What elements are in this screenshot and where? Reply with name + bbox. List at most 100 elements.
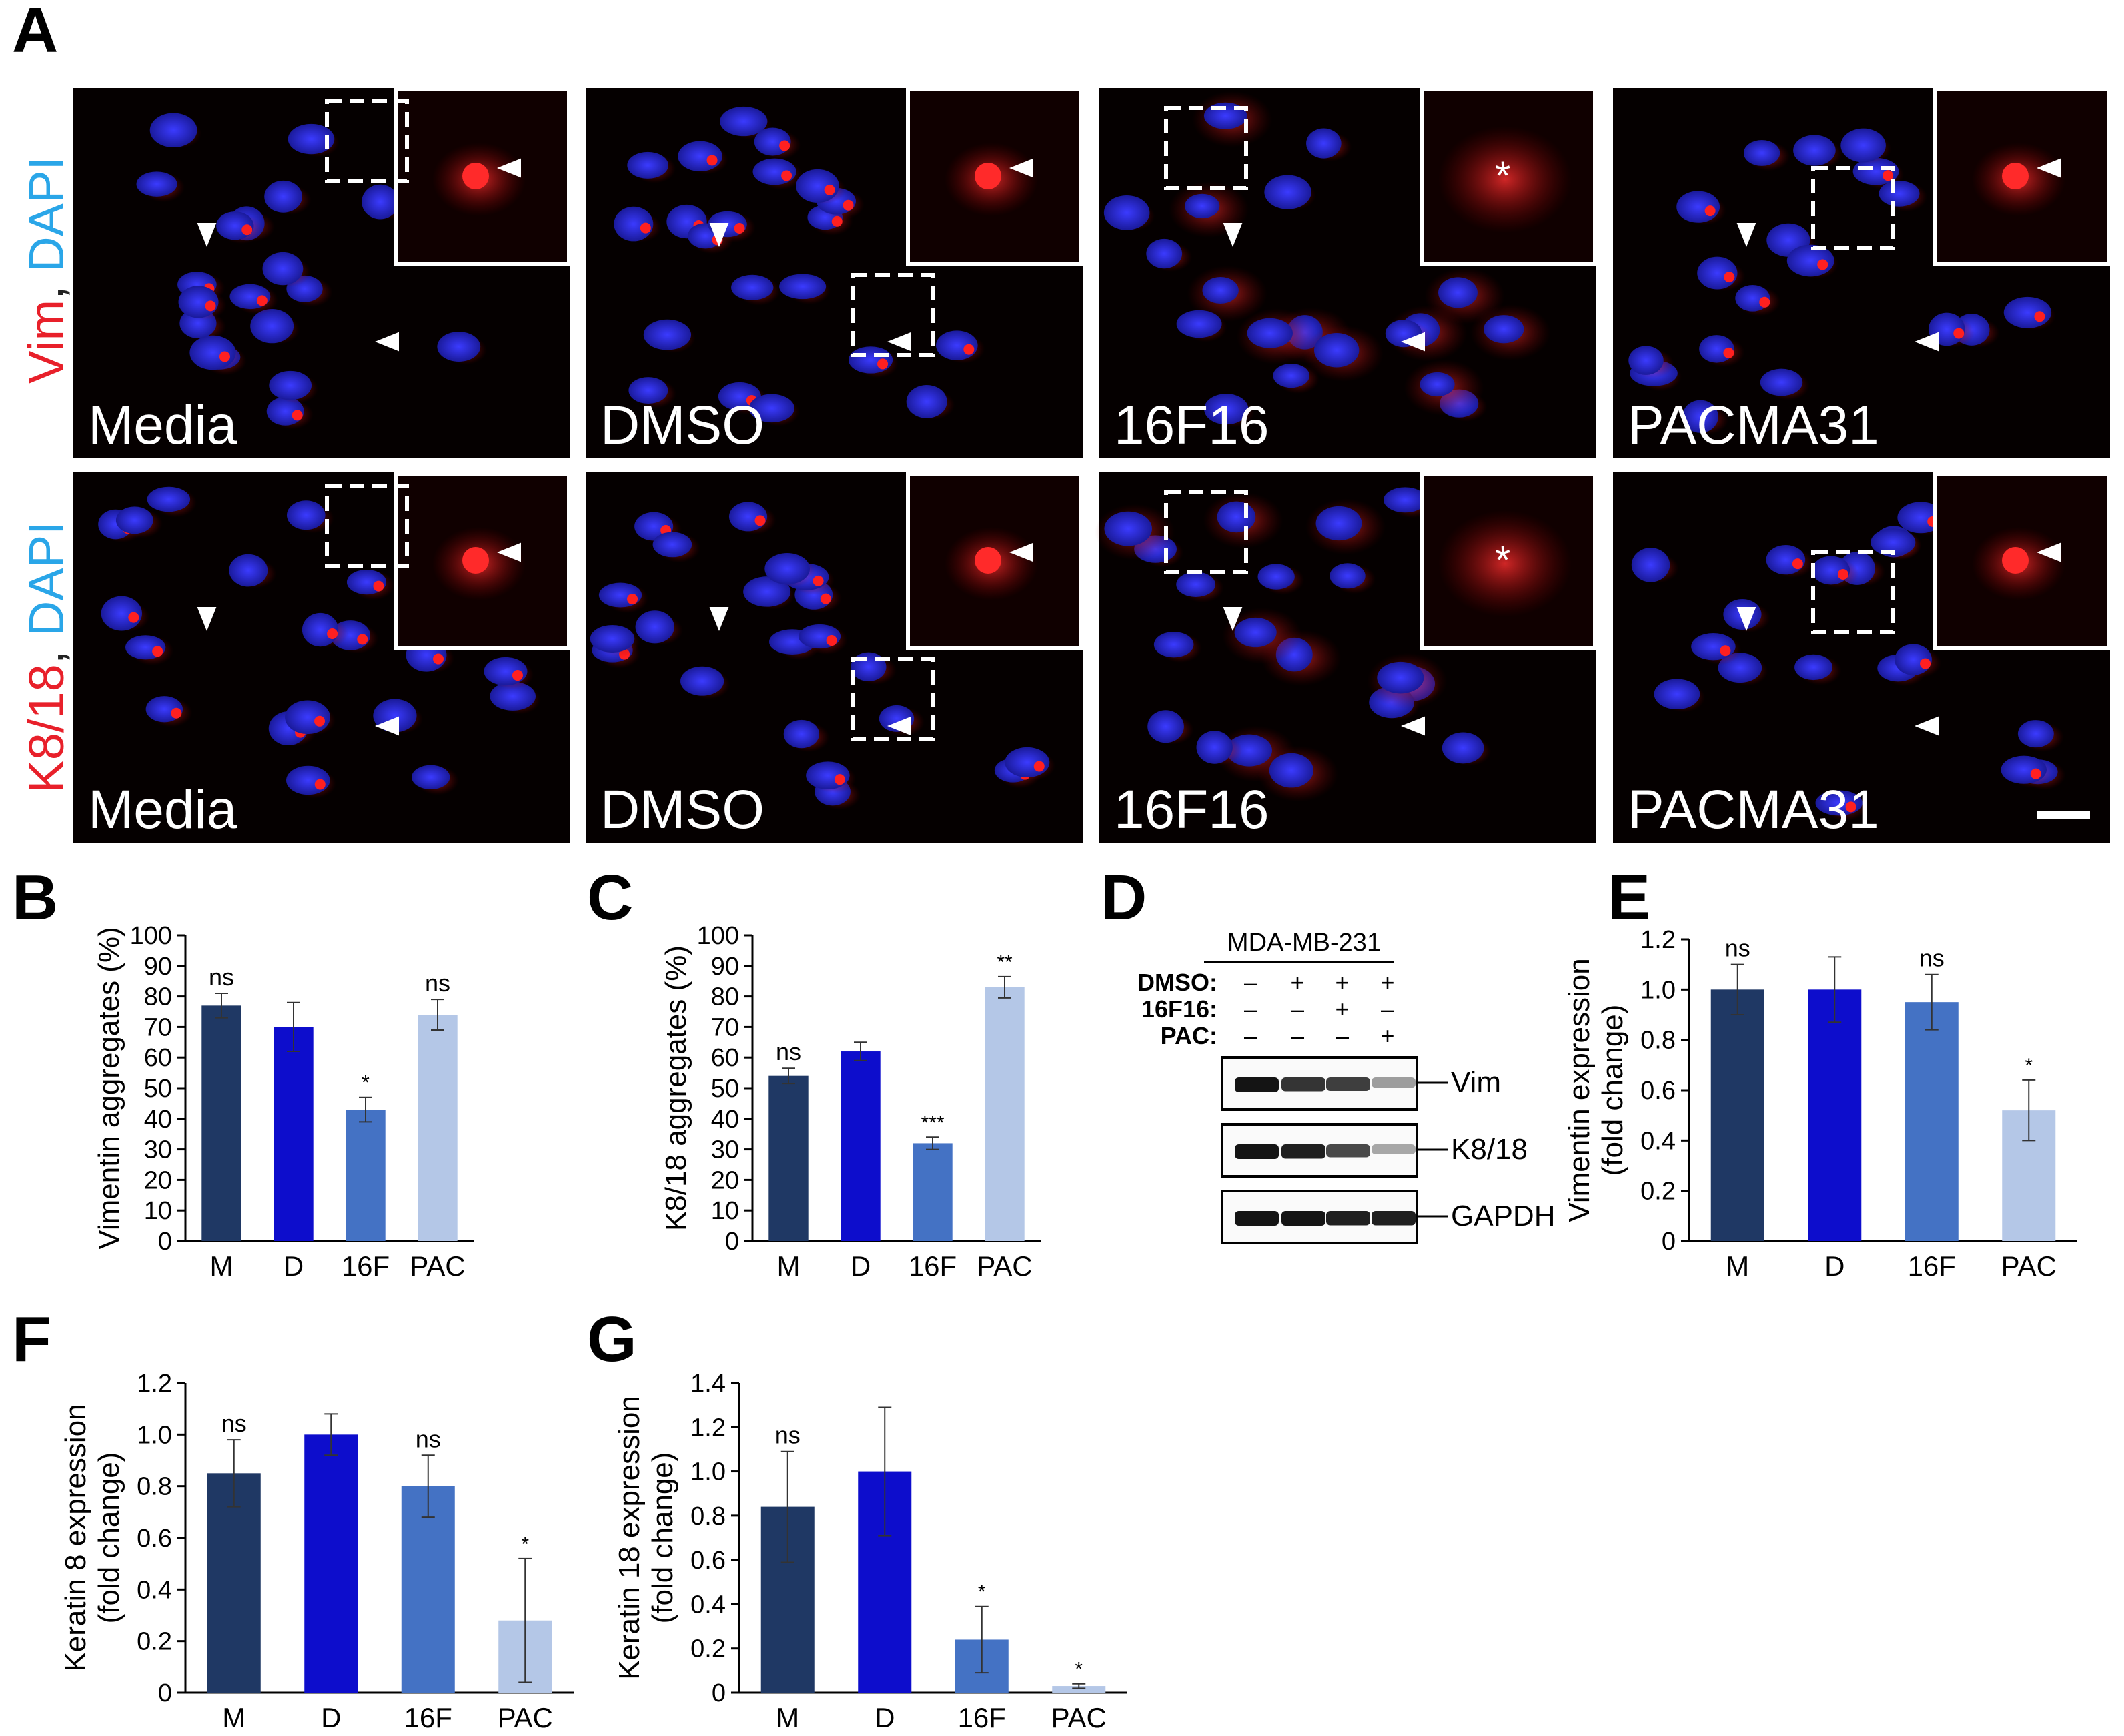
nucleus (635, 610, 674, 644)
y-tick-label: 40 (144, 1106, 172, 1134)
arrowhead-marker (1401, 332, 1425, 352)
y-tick-label: 80 (711, 983, 739, 1011)
nucleus (285, 700, 330, 735)
y-tick-label: 20 (711, 1166, 739, 1194)
row-label-separator: , (19, 636, 74, 664)
bar-16f (913, 1143, 953, 1241)
bar-pac (1052, 1686, 1106, 1693)
nucleus (1628, 346, 1664, 375)
nucleus (1786, 244, 1834, 277)
nucleus (412, 765, 450, 789)
micrograph-0-1: DMSO (586, 87, 1083, 458)
y-tick-label: 90 (144, 953, 172, 981)
x-tick-label: PAC (1051, 1702, 1107, 1733)
y-tick-label: 1.2 (690, 1414, 726, 1442)
x-tick-label: M (776, 1702, 799, 1733)
aggregate-dot (205, 300, 216, 312)
row-label-dapi: DAPI (19, 157, 74, 272)
chart-f: 0 0.2 0.4 0.6 0.8 1.0 1.2 ns M Dns 16F * PAC Keratin … (59, 1370, 574, 1733)
chart-e: 0 0.2 0.4 0.6 0.8 1.0 1.2 ns M Dns 16F * PAC Vimentin… (1563, 926, 2077, 1282)
nucleus (1234, 617, 1277, 648)
y-tick-label: 30 (144, 1136, 172, 1164)
row-label-2: K8/18, DAPI (19, 521, 74, 793)
significance-label: * (978, 1581, 986, 1603)
nucleus (362, 184, 399, 220)
zoom-region-box (851, 657, 935, 741)
nucleus (1743, 140, 1780, 166)
zoom-region-box (1811, 166, 1895, 250)
x-tick-label: M (222, 1702, 245, 1733)
row-label-stain: Vim (19, 300, 74, 384)
treatment-mark: – (1244, 969, 1257, 996)
arrowhead-marker (1009, 158, 1033, 178)
nucleus (229, 554, 268, 587)
aggregate-dot (1920, 658, 1931, 669)
nucleus (1176, 310, 1222, 338)
significance-label: * (1075, 1659, 1083, 1681)
y-axis-label-line: (fold change) (646, 1452, 679, 1624)
aggregate-dot (128, 612, 139, 623)
y-tick-label: 50 (144, 1075, 172, 1103)
y-tick-label: 0 (158, 1228, 172, 1256)
aggregate-dot (357, 634, 368, 645)
aggregate-dot (627, 594, 638, 605)
arrowhead-marker (1736, 607, 1756, 631)
x-tick-label: PAC (2001, 1250, 2057, 1282)
nucleus (851, 652, 887, 681)
nucleus (2003, 296, 2052, 328)
aggregate-dot (1720, 645, 1731, 657)
micrograph-1-3: PACMA31 (1613, 472, 2111, 843)
inset-cell-signal (1438, 510, 1572, 617)
nucleus (764, 553, 810, 585)
x-tick-label: 16F (342, 1250, 390, 1282)
nucleus (250, 308, 294, 344)
zoom-region-box (1164, 490, 1248, 574)
aggregate-dot (1759, 296, 1770, 308)
aggregate-dot (152, 646, 163, 657)
condition-label-media: Media (88, 395, 237, 456)
arrowhead-marker (1223, 607, 1243, 631)
significance-label: ** (997, 951, 1013, 973)
zoom-region-box (325, 99, 409, 183)
y-tick-label: 90 (711, 953, 739, 981)
nucleus (1377, 661, 1424, 694)
nucleus (264, 180, 302, 213)
nucleus (906, 385, 947, 418)
treatment-label: DMSO: (1137, 969, 1217, 996)
aggregate-dot (373, 580, 384, 592)
bar-m (207, 1473, 261, 1693)
nucleus (1306, 128, 1342, 159)
arrowhead-marker (497, 542, 521, 562)
y-tick-label: 0.2 (137, 1628, 172, 1656)
aggregate-dot (1883, 170, 1894, 181)
aggregate-dot (640, 222, 651, 234)
y-tick-label: 1.0 (1640, 976, 1676, 1004)
aggregate-dot (2030, 768, 2041, 779)
arrowhead-marker (2037, 158, 2061, 178)
nucleus (1257, 564, 1295, 590)
blot-label: Vim (1451, 1066, 1501, 1099)
nucleus (783, 719, 820, 749)
y-tick-label: 0.6 (690, 1547, 726, 1575)
arrowhead-marker (1401, 716, 1425, 736)
aggregate-dot (433, 653, 444, 665)
nucleus (189, 335, 236, 370)
nucleus (1247, 318, 1293, 348)
y-tick-label: 80 (144, 983, 172, 1011)
blot-band (1281, 1211, 1325, 1226)
nucleus (720, 106, 768, 137)
treatment-mark: + (1335, 995, 1349, 1023)
nucleus (1146, 238, 1183, 269)
nucleus (490, 681, 536, 711)
blot-band (1281, 1144, 1325, 1159)
nucleus (286, 500, 326, 530)
y-tick-label: 0.4 (690, 1591, 726, 1619)
y-axis-label-line: (fold change) (93, 1452, 125, 1624)
nucleus (1147, 710, 1184, 743)
nucleus (1442, 732, 1484, 764)
nucleus (1176, 572, 1216, 597)
zoom-region-box (325, 484, 409, 568)
blot-band (1326, 1211, 1370, 1226)
aggregate-dot (171, 707, 182, 719)
